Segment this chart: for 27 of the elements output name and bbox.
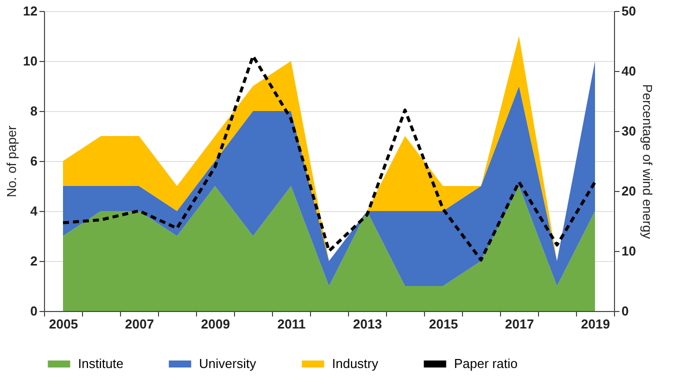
- x-tick-label: 2015: [429, 316, 458, 332]
- y2-tick-label: 50: [622, 4, 636, 18]
- y-tick-label: 12: [23, 4, 38, 18]
- x-tick-label: 2007: [125, 316, 154, 332]
- y-tick-label: 0: [30, 304, 38, 318]
- y-tick-label: 2: [30, 254, 38, 268]
- legend-label: Paper ratio: [454, 356, 518, 371]
- y2-tick-label: 0: [622, 304, 629, 318]
- x-tick-label: 2017: [505, 316, 534, 332]
- y-tick-label: 8: [30, 104, 38, 118]
- y2-tick-label: 10: [622, 244, 636, 258]
- y2-tick-label: 30: [622, 124, 636, 138]
- legend-label: Institute: [78, 356, 124, 371]
- y2-tick-label: 20: [622, 184, 636, 198]
- x-tick-label: 2013: [353, 316, 382, 332]
- x-tick-label: 2005: [49, 316, 78, 332]
- y-tick-label: 4: [30, 204, 38, 218]
- y-tick-label: 6: [30, 154, 38, 168]
- legend-label: University: [199, 356, 257, 371]
- y2-tick-label: 40: [622, 64, 636, 78]
- x-tick-label: 2011: [277, 316, 306, 332]
- y2-axis-title: Percentage of wind energy: [640, 84, 655, 240]
- legend-label: Industry: [332, 356, 379, 371]
- y-tick-label: 10: [23, 54, 38, 68]
- x-tick-label: 2019: [581, 316, 610, 332]
- x-tick-label: 2009: [201, 316, 230, 332]
- y-axis-title: No. of paper: [4, 125, 20, 198]
